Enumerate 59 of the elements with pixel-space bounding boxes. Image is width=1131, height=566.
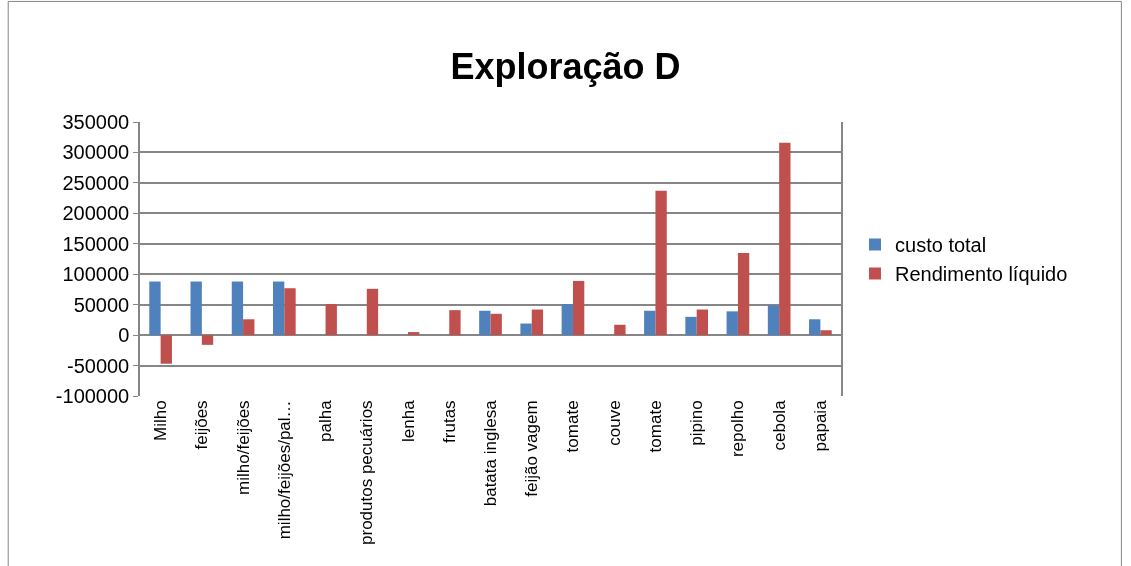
- bar: [201, 335, 214, 345]
- bar: [820, 330, 832, 336]
- x-tick-label: feijão vagem: [522, 400, 542, 497]
- y-tick-label: 350000: [62, 111, 130, 133]
- x-tick-label: palha: [316, 399, 336, 443]
- bar: [366, 288, 379, 336]
- x-tick-label: batata inglesa: [481, 399, 501, 507]
- y-tick-label: -50000: [66, 354, 130, 377]
- y-tick-label: -100000: [55, 385, 130, 407]
- bar: [779, 142, 791, 336]
- x-tick-label: feijões: [192, 400, 212, 450]
- bar: [644, 310, 656, 336]
- chart-title: Exploração D: [450, 45, 681, 87]
- bar: [696, 309, 709, 336]
- bar: [490, 313, 502, 336]
- legend-label: Rendimento líquido: [895, 263, 1068, 286]
- x-tick-label: papaia: [810, 399, 830, 452]
- bar: [272, 281, 285, 336]
- y-tick-label: 150000: [62, 232, 130, 255]
- bar: [561, 304, 573, 336]
- bar: [737, 252, 750, 336]
- bar: [655, 190, 667, 336]
- y-tick-label: 300000: [62, 141, 130, 164]
- bar: [231, 281, 244, 336]
- x-tick-label: tomate: [563, 400, 583, 453]
- x-tick-label: couve: [604, 400, 624, 446]
- bar: [149, 281, 161, 336]
- bar: [726, 311, 738, 336]
- x-tick-label: tomate: [645, 400, 665, 453]
- bar: [325, 304, 337, 336]
- x-tick-label: Milho: [151, 400, 171, 442]
- bar: [160, 335, 172, 364]
- bar: [190, 281, 202, 336]
- bar: [479, 310, 491, 336]
- x-tick-label: pipino: [687, 400, 707, 446]
- y-tick-label: 100000: [62, 263, 130, 286]
- y-tick-label: 200000: [62, 202, 130, 225]
- y-tick-label: 50000: [73, 293, 130, 316]
- bar: [614, 324, 626, 336]
- bar: [449, 310, 461, 336]
- y-tick-label: 0: [118, 324, 130, 347]
- x-tick-label: milho/feijões: [233, 400, 253, 495]
- bar: [520, 323, 532, 336]
- x-tick-label: milho/feijões/pal…: [274, 400, 294, 540]
- x-tick-label: repolho: [728, 400, 748, 458]
- y-tick-label: 250000: [62, 171, 130, 194]
- bar: [572, 280, 585, 336]
- x-tick-label: lenha: [398, 399, 418, 443]
- legend-label: custo total: [895, 234, 987, 257]
- x-tick-label: cebola: [769, 399, 789, 451]
- bar: [408, 332, 420, 336]
- x-tick-label: produtos pecuários: [357, 400, 377, 545]
- bar: [243, 319, 255, 336]
- bar: [685, 316, 697, 336]
- bar: [809, 319, 821, 336]
- bar: [531, 309, 544, 336]
- bar: [284, 288, 296, 336]
- bar: [767, 305, 780, 336]
- x-tick-label: frutas: [439, 400, 459, 443]
